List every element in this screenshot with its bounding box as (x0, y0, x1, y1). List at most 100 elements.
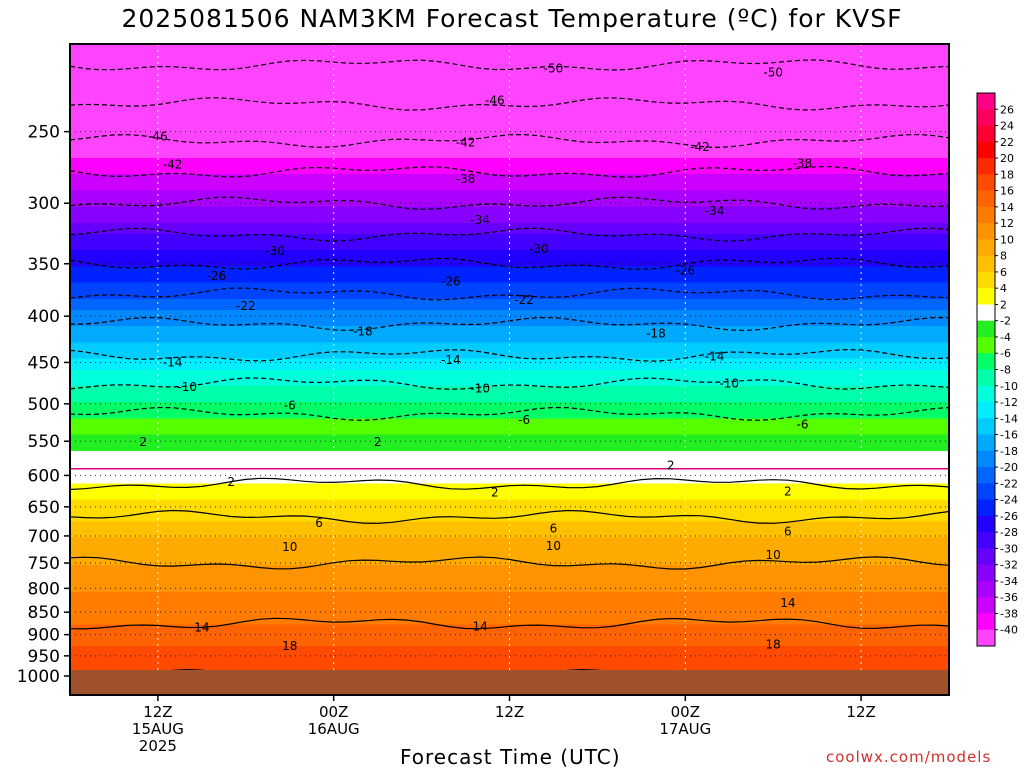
contour-label: -30 (265, 244, 285, 258)
colorbar-label: -20 (1000, 461, 1018, 474)
colorbar-swatch (977, 385, 995, 403)
colorbar-label: -10 (1000, 380, 1018, 393)
contour-label: -22 (514, 293, 534, 307)
pressure-tick-label: 750 (28, 554, 60, 574)
contour-label: -50 (544, 62, 564, 76)
colorbar-label: -34 (1000, 575, 1018, 588)
contour-label: -46 (485, 94, 505, 108)
grid-lines (70, 44, 949, 695)
colorbar-swatch (977, 206, 995, 224)
colorbar-swatch (977, 141, 995, 159)
contour-label: -10 (719, 377, 739, 391)
colorbar-swatch (977, 223, 995, 240)
colorbar-swatch (977, 158, 995, 175)
time-tick-label: 00Z (319, 703, 348, 721)
colorbar-swatch (977, 190, 995, 208)
colorbar-swatch (977, 434, 995, 452)
contour-label: 2 (227, 475, 235, 489)
colorbar-label: -16 (1000, 429, 1018, 442)
contour-label: -50 (763, 65, 783, 79)
pressure-tick-label: 500 (28, 395, 60, 415)
colorbar-swatch (977, 125, 995, 143)
colorbar-swatch (977, 402, 995, 419)
contour-label: -22 (236, 299, 256, 313)
isotherm-line (70, 133, 949, 149)
contour-label: 10 (282, 540, 297, 554)
colorbar-label: -18 (1000, 445, 1018, 458)
contour-labels: -50 -50 -46 -46 -42 -42 -42 -38 -38 -34 -34 -30 -30 -… (139, 62, 812, 653)
colorbar-label: 2 (1000, 298, 1007, 311)
colorbar-swatch (977, 304, 995, 322)
contour-label: 2 (374, 435, 382, 449)
pressure-tick-label: 350 (28, 255, 60, 275)
colorbar-label: -32 (1000, 559, 1018, 572)
pressure-tick-label: 700 (28, 527, 60, 547)
contour-label: -42 (163, 158, 183, 172)
colorbar-swatch (977, 467, 995, 484)
isotherm-line (70, 377, 949, 390)
pressure-tick-label: 400 (28, 307, 60, 327)
isotherm-line (70, 166, 949, 178)
ground-below-surface (70, 670, 949, 695)
colorbar-swatch (977, 109, 995, 127)
colorbar-label: -2 (1000, 315, 1011, 328)
colorbar-swatch (977, 336, 995, 354)
contour-label: 14 (194, 621, 209, 635)
colorbar-swatch (977, 320, 995, 338)
contour-label: 6 (315, 516, 323, 530)
freezing-level-band (70, 458, 949, 475)
chart-title: 2025081506 NAM3KM Forecast Temperature (… (121, 4, 903, 33)
colorbar-swatch (977, 418, 995, 436)
time-tick-label: 12Z (495, 703, 524, 721)
contour-label: 10 (766, 548, 781, 562)
time-tick-label: 12Z (143, 703, 172, 721)
colorbar-label: 26 (1000, 103, 1014, 116)
isotherm-line (70, 196, 949, 210)
colorbar-label: -12 (1000, 396, 1018, 409)
colorbar-swatch (977, 93, 995, 110)
colorbar-label: -14 (1000, 412, 1018, 425)
source-credit: coolwx.com/models (826, 748, 992, 766)
time-tick-label: 12Z (846, 703, 875, 721)
isotherm-line (70, 348, 949, 362)
colorbar-label: 6 (1000, 266, 1007, 279)
colorbar-swatch (977, 174, 995, 192)
isotherm-line (70, 477, 949, 491)
colorbar-swatch (977, 483, 995, 501)
colorbar-label: 20 (1000, 152, 1014, 165)
contour-label: -46 (148, 129, 168, 143)
colorbar-swatch (977, 580, 995, 598)
pressure-tick-label: 550 (28, 432, 60, 452)
pressure-axis: 250 300 350 400 450 500 550 600 650 700 750 800 850 9… (17, 123, 70, 687)
colorbar-label: -22 (1000, 477, 1018, 490)
pressure-tick-label: 900 (28, 626, 60, 646)
colorbar-swatch (977, 515, 995, 533)
pressure-tick-label: 450 (28, 353, 60, 373)
contour-label: -14 (705, 349, 725, 363)
colorbar-swatch (977, 613, 995, 631)
contour-label: 2 (667, 458, 675, 472)
contour-label: -18 (646, 326, 666, 340)
pressure-tick-label: 250 (28, 123, 60, 143)
contour-label: 10 (546, 539, 561, 553)
contour-label: -30 (529, 242, 549, 256)
colorbar-label: -28 (1000, 526, 1018, 539)
above-freezing-white-band (70, 458, 949, 475)
contour-label: -6 (284, 398, 296, 412)
colorbar-label: 18 (1000, 168, 1014, 181)
contour-label: -38 (456, 172, 476, 186)
contour-label: -26 (207, 269, 227, 283)
contour-label: -42 (690, 140, 710, 154)
isotherm-line (70, 556, 949, 570)
colorbar-swatch (977, 532, 995, 549)
colorbar-label: -30 (1000, 542, 1018, 555)
colorbar-label: -6 (1000, 347, 1011, 360)
colorbar-swatch (977, 255, 995, 273)
contour-label: -18 (353, 325, 373, 339)
contour-label: -10 (470, 382, 490, 396)
isotherm-line (70, 316, 949, 332)
colorbar-label: -24 (1000, 494, 1018, 507)
contour-label: 2 (784, 484, 792, 498)
contour-label: 14 (780, 596, 795, 610)
